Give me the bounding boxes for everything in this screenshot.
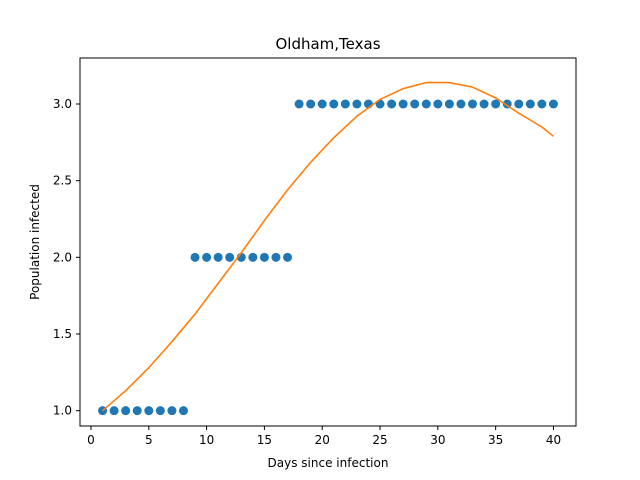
data-point — [190, 252, 200, 262]
data-point — [202, 252, 212, 262]
data-point — [421, 99, 431, 109]
data-point — [398, 99, 408, 109]
data-point — [548, 99, 558, 109]
data-point — [167, 406, 177, 416]
y-tick-label: 3.0 — [53, 97, 72, 111]
data-point — [340, 99, 350, 109]
y-tick-label: 2.0 — [53, 250, 72, 264]
data-point — [433, 99, 443, 109]
y-axis: 1.0 1.5 2.0 2.5 3.0 — [53, 97, 80, 418]
data-point — [213, 252, 223, 262]
x-tick-label: 40 — [546, 433, 561, 447]
data-point — [410, 99, 420, 109]
data-point — [387, 99, 397, 109]
x-tick-label: 25 — [372, 433, 387, 447]
data-point — [479, 99, 489, 109]
data-point — [525, 99, 535, 109]
y-axis-label: Population infected — [28, 184, 42, 300]
data-point — [329, 99, 339, 109]
data-point — [514, 99, 524, 109]
data-point — [121, 406, 131, 416]
x-tick-label: 20 — [315, 433, 330, 447]
data-point — [352, 99, 362, 109]
y-tick-label: 2.5 — [53, 174, 72, 188]
x-axis: 0 5 10 15 20 25 30 35 40 — [87, 426, 561, 447]
x-tick-label: 35 — [488, 433, 503, 447]
data-point — [109, 406, 119, 416]
x-tick-label: 10 — [199, 433, 214, 447]
x-tick-label: 15 — [257, 433, 272, 447]
data-point — [456, 99, 466, 109]
y-tick-label: 1.5 — [53, 327, 72, 341]
data-point — [444, 99, 454, 109]
data-point — [259, 252, 269, 262]
data-point — [317, 99, 327, 109]
x-tick-label: 30 — [430, 433, 445, 447]
data-point — [491, 99, 501, 109]
x-axis-label: Days since infection — [268, 456, 389, 470]
data-point — [468, 99, 478, 109]
data-point — [225, 252, 235, 262]
x-tick-label: 5 — [145, 433, 153, 447]
y-tick-label: 1.0 — [53, 404, 72, 418]
data-point — [144, 406, 154, 416]
fit-line — [102, 81, 554, 412]
data-point — [294, 99, 304, 109]
data-point — [132, 406, 142, 416]
chart-title: Oldham,Texas — [275, 35, 380, 53]
data-point — [306, 99, 316, 109]
plot-area — [98, 81, 558, 416]
x-tick-label: 0 — [87, 433, 95, 447]
data-point — [283, 252, 293, 262]
data-point — [537, 99, 547, 109]
plot-frame — [79, 57, 577, 427]
data-point — [178, 406, 188, 416]
data-point — [271, 252, 281, 262]
data-point — [248, 252, 258, 262]
data-point — [155, 406, 165, 416]
